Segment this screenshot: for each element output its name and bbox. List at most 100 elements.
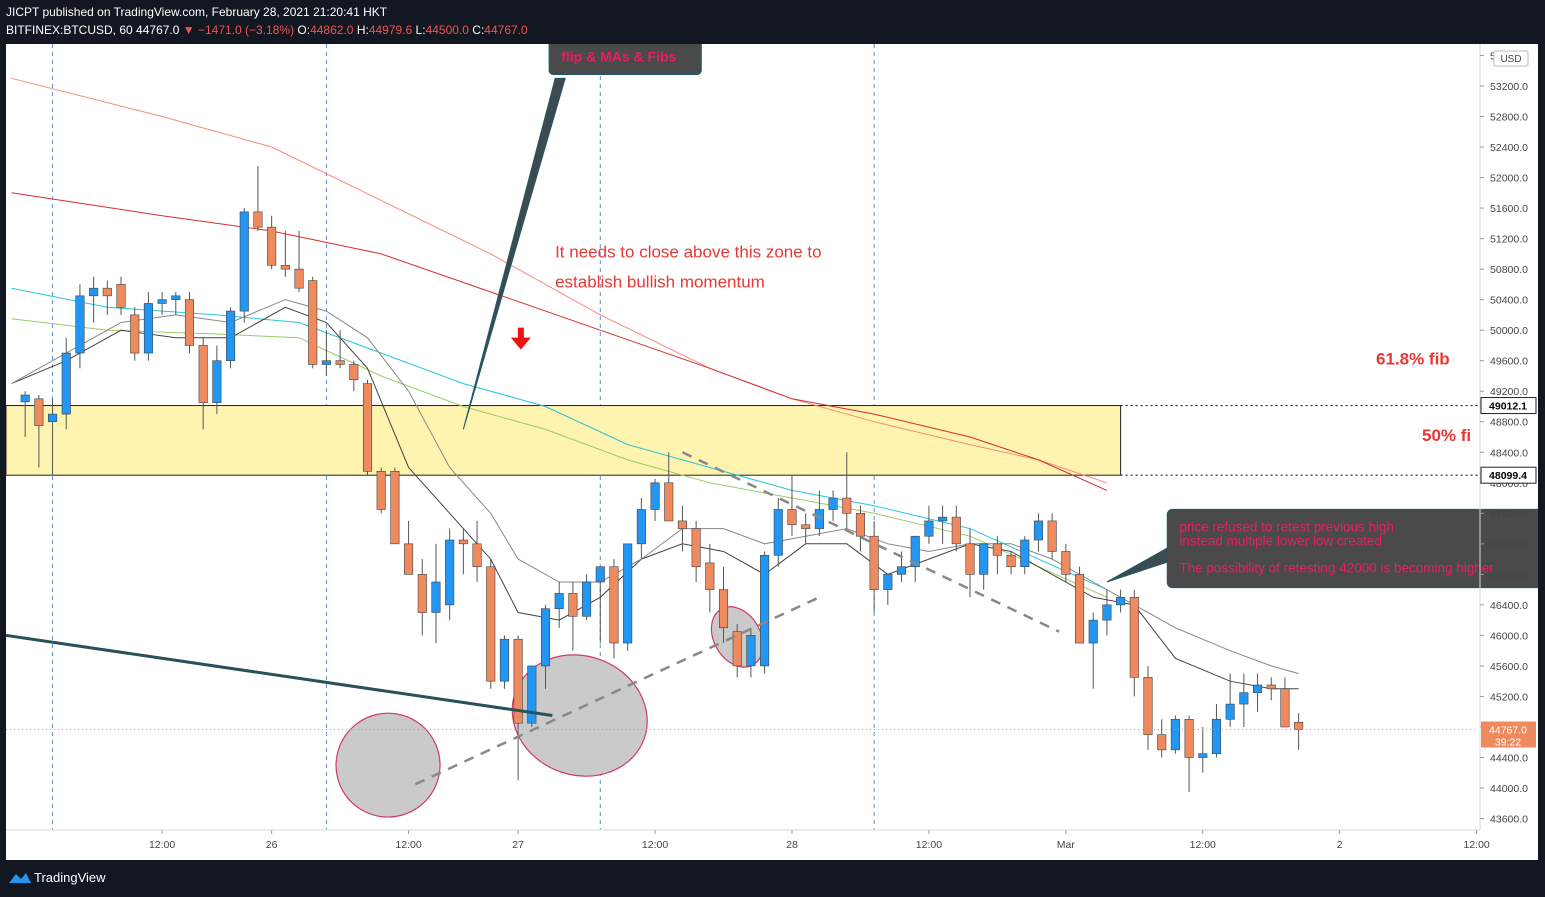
candle-body-71 xyxy=(992,543,1002,556)
x-tick-label: 12:00 xyxy=(642,839,668,851)
x-tick-label: 12:00 xyxy=(916,839,942,851)
candle-body-81 xyxy=(1129,596,1139,678)
close-label: C: xyxy=(472,23,485,37)
candle-body-49 xyxy=(691,528,701,568)
y-tick-label: 52800.0 xyxy=(1490,111,1528,123)
candle-body-91 xyxy=(1266,684,1276,690)
candle-body-83 xyxy=(1157,734,1167,751)
candle-body-32 xyxy=(458,539,468,545)
close-value: 44767.0 xyxy=(484,23,528,37)
candle-body-68 xyxy=(951,516,961,545)
tradingview-logo-icon xyxy=(9,873,31,883)
candle-body-51 xyxy=(718,589,729,629)
time-axis: 12:00 26 12:00 27 12:00 28 12:00 Mar 12:00 2 12:00 xyxy=(6,829,1490,851)
chart-area[interactable]: flip & MAs & Fibs It needs to close above… xyxy=(5,39,1545,860)
candle-body-54 xyxy=(760,554,770,667)
current-price-label-bg xyxy=(1481,721,1536,748)
candle-body-33 xyxy=(472,543,482,568)
y-tick-label: 48800.0 xyxy=(1490,417,1528,429)
candle-body-64 xyxy=(896,566,907,575)
open-value: 44862.0 xyxy=(310,23,354,37)
candle-body-0 xyxy=(20,394,30,403)
candle-body-78 xyxy=(1088,619,1098,644)
candle-body-13 xyxy=(198,345,208,403)
zone-bottom-price-label: 48099.4 xyxy=(1489,470,1527,482)
close-annotation-line1: It needs to close above this zone to xyxy=(555,243,822,262)
resistance-zone xyxy=(5,405,1122,476)
y-tick-label: 47200.0 xyxy=(1490,539,1528,551)
x-tick-label: Mar xyxy=(1057,839,1076,851)
candle-body-82 xyxy=(1143,677,1153,735)
candle-body-74 xyxy=(1033,520,1043,541)
close-annotation-line2: establish bullish momentum xyxy=(555,272,765,291)
fib-50-label: 50% fi xyxy=(1422,426,1471,445)
low-value: 44500.0 xyxy=(425,23,469,37)
candle-body-41 xyxy=(582,581,592,617)
candle-body-20 xyxy=(294,268,304,289)
high-value: 44979.6 xyxy=(368,23,413,37)
price-axis: 53600.053200.052800.052400.052000.051600… xyxy=(1479,44,1537,830)
highlight-ellipse-0 xyxy=(335,712,441,818)
y-tick-label: 46000.0 xyxy=(1490,630,1528,642)
candle-body-87 xyxy=(1211,719,1222,754)
x-tick-label: 12:00 xyxy=(395,839,421,851)
candle-body-75 xyxy=(1047,520,1057,552)
candle-body-17 xyxy=(253,211,263,228)
refused-line3: The possibility of retesting 42000 is be… xyxy=(1179,560,1494,575)
candle-body-31 xyxy=(445,539,455,606)
low-label: L: xyxy=(415,23,426,37)
candle-body-39 xyxy=(554,593,564,609)
tradingview-brand: TradingView xyxy=(34,870,106,885)
candle-body-72 xyxy=(1006,554,1016,568)
candle-body-56 xyxy=(787,509,797,526)
currency-label: USD xyxy=(1500,54,1521,65)
candle-body-43 xyxy=(609,566,619,644)
candle-body-8 xyxy=(130,314,140,354)
y-tick-label: 45600.0 xyxy=(1490,661,1528,673)
candle-body-40 xyxy=(568,593,578,617)
candle-body-53 xyxy=(746,635,756,667)
flip-callout-pointer xyxy=(462,77,566,430)
candle-body-28 xyxy=(404,543,414,575)
candle-body-6 xyxy=(102,287,112,297)
candle-body-45 xyxy=(636,509,646,545)
zone-top-price-label: 49012.1 xyxy=(1489,401,1527,413)
zone-top-price-label-bg xyxy=(1480,397,1537,415)
y-tick-label: 47600.0 xyxy=(1490,508,1528,520)
x-tick-label: 27 xyxy=(512,839,524,851)
high-label: H: xyxy=(356,23,369,37)
y-tick-label: 50000.0 xyxy=(1490,325,1528,337)
candle-body-5 xyxy=(89,287,99,297)
candle-body-89 xyxy=(1239,692,1249,705)
candle-body-3 xyxy=(61,352,71,415)
bar-countdown-label: 39:22 xyxy=(1495,736,1521,748)
ma-red-line xyxy=(11,192,1108,491)
candle-body-25 xyxy=(362,383,373,472)
symbol-label: BITFINEX:BTCUSD, 60 xyxy=(6,23,133,37)
candle-body-85 xyxy=(1184,719,1194,758)
y-tick-label: 50800.0 xyxy=(1490,264,1528,276)
y-tick-label: 49200.0 xyxy=(1490,386,1528,398)
candle-body-79 xyxy=(1102,604,1112,621)
chart-header: JICPT published on TradingView.com, Febr… xyxy=(0,0,1545,44)
price-chart[interactable]: flip & MAs & Fibs It needs to close above… xyxy=(5,39,1545,860)
candle-body-65 xyxy=(910,535,920,568)
x-tick-label: 2 xyxy=(1337,839,1343,851)
candle-body-44 xyxy=(623,543,633,644)
y-tick-label: 44400.0 xyxy=(1490,753,1528,765)
candle-body-1 xyxy=(34,398,44,426)
candle-body-63 xyxy=(883,574,893,590)
zone-bottom-price-label-bg xyxy=(1480,466,1537,484)
candle-body-35 xyxy=(499,638,509,682)
candle-body-93 xyxy=(1294,721,1304,730)
candle-body-15 xyxy=(226,310,236,361)
flip-label: flip & MAs & Fibs xyxy=(561,48,676,64)
x-tick-label: 12:00 xyxy=(149,839,175,851)
candle-body-30 xyxy=(431,581,441,613)
candle-body-29 xyxy=(417,574,427,613)
candle-body-52 xyxy=(732,631,742,667)
candle-body-86 xyxy=(1198,753,1208,758)
candle-body-26 xyxy=(376,471,386,510)
candle-body-19 xyxy=(280,265,290,270)
down-arrow-icon xyxy=(510,327,531,350)
